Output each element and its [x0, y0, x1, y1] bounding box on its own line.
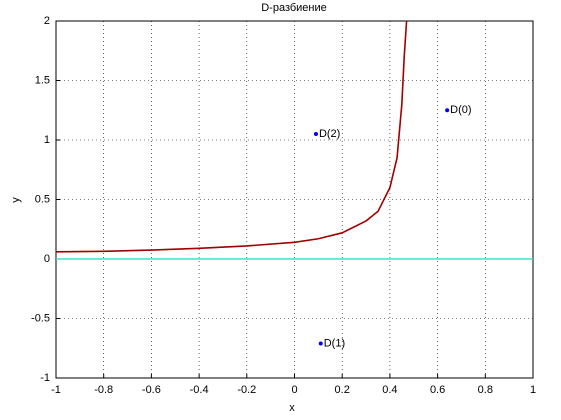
data-line [55, 20, 408, 253]
point-label: D(2) [319, 128, 340, 140]
y-tick-label: -1 [40, 372, 50, 384]
x-tick-label: -0.6 [142, 384, 161, 396]
x-tick-label: -0.8 [94, 384, 113, 396]
point-label: D(1) [324, 337, 345, 349]
data-point [313, 132, 318, 137]
data-point [445, 108, 450, 113]
x-tick-label: -0.2 [237, 384, 256, 396]
x-tick-label: 0.6 [430, 384, 445, 396]
x-tick-label: 0.4 [382, 384, 397, 396]
x-axis-label: x [289, 402, 295, 414]
y-tick-label: 1.5 [35, 74, 50, 86]
y-tick-label: 0 [44, 253, 50, 265]
x-tick-label: 0 [291, 384, 297, 396]
plot-frame [55, 20, 534, 379]
x-tick-label: 1 [530, 384, 536, 396]
y-tick-label: 2 [44, 15, 50, 27]
chart-title: D-разбиение [261, 2, 327, 14]
data-point [318, 341, 323, 346]
y-tick-label: 1 [44, 134, 50, 146]
x-tick-label: 0.2 [335, 384, 350, 396]
x-tick-label: 0.8 [478, 384, 493, 396]
point-label: D(0) [450, 104, 471, 116]
y-axis-label: y [10, 197, 22, 203]
x-tick-label: -0.4 [190, 384, 209, 396]
x-tick-label: -1 [51, 384, 61, 396]
y-tick-label: 0.5 [35, 193, 50, 205]
y-tick-label: -0.5 [31, 312, 50, 324]
